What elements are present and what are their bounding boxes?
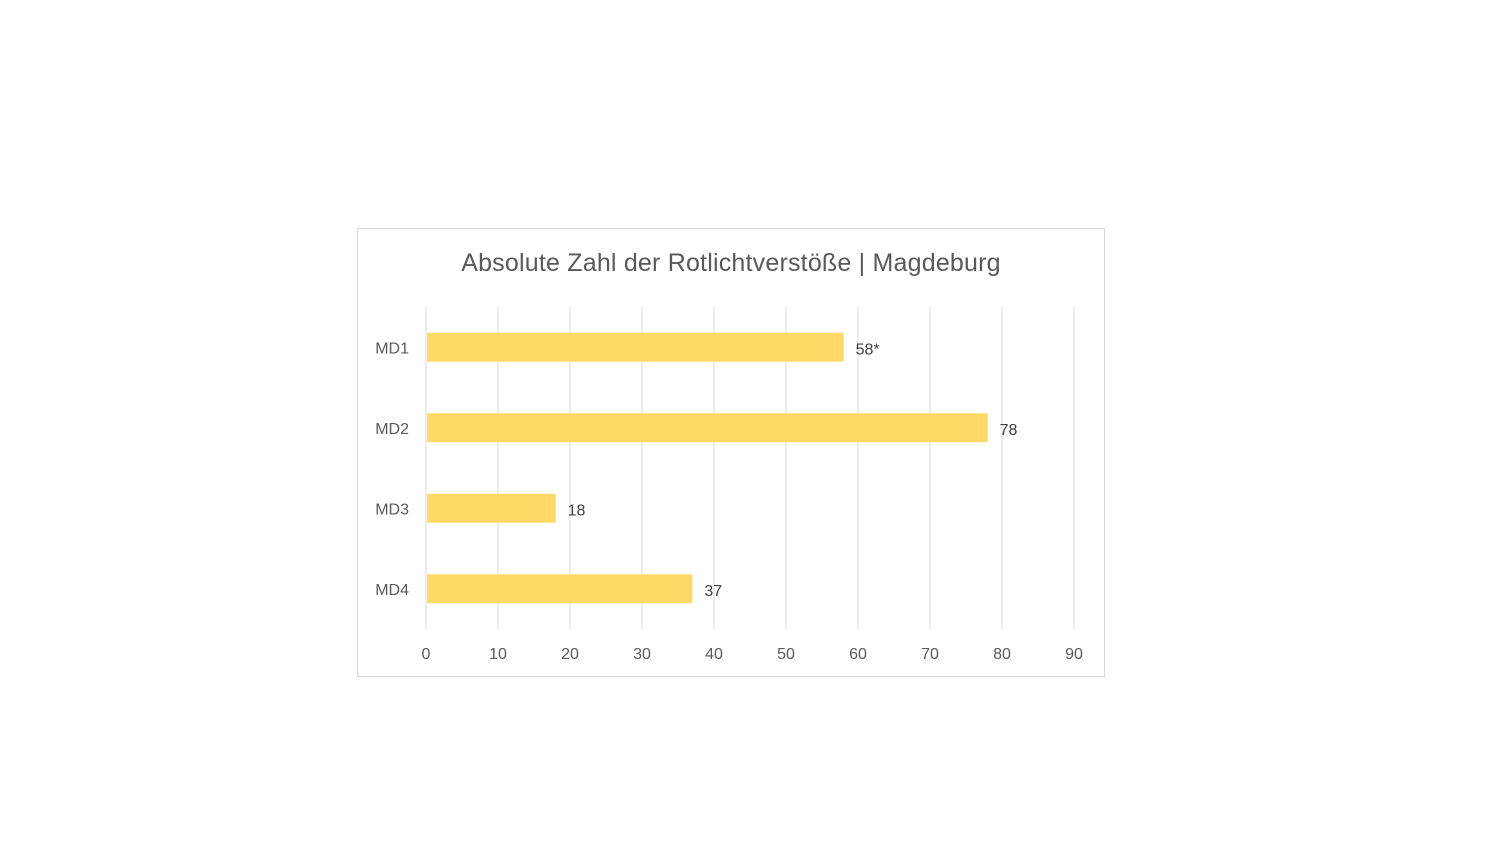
data-label: 78 [1000, 422, 1018, 439]
bar [427, 332, 844, 362]
x-tick-label: 10 [489, 646, 507, 663]
chart-title: Absolute Zahl der Rotlichtverstöße | Mag… [461, 249, 1001, 277]
x-tick-label: 90 [1065, 646, 1083, 663]
x-tick-label: 20 [561, 646, 579, 663]
x-tick-label: 60 [849, 646, 867, 663]
category-label: MD3 [375, 501, 409, 518]
x-tick-label: 70 [921, 646, 939, 663]
category-label: MD4 [375, 582, 409, 599]
category-label: MD2 [375, 421, 409, 438]
data-label: 58* [856, 341, 880, 358]
x-tick-label: 80 [993, 646, 1011, 663]
x-tick-label: 30 [633, 646, 651, 663]
x-tick-label: 0 [422, 646, 431, 663]
data-label: 18 [568, 502, 586, 519]
labels: 0 10 20 30 40 50 60 70 80 90 MD1 58* MD2 78 MD3 18 MD4 37 [375, 340, 1083, 663]
bar [427, 574, 693, 604]
bars [427, 332, 988, 604]
data-label: 37 [704, 583, 722, 600]
bar-chart: 0 10 20 30 40 50 60 70 80 90 MD1 58* MD2 78 MD3 18 MD4 37 [375, 307, 1083, 663]
bar [427, 493, 556, 523]
x-tick-label: 40 [705, 646, 723, 663]
chart-frame: Absolute Zahl der Rotlichtverstöße | Mag… [357, 228, 1105, 677]
category-label: MD1 [375, 340, 409, 357]
bar [427, 413, 988, 443]
x-tick-label: 50 [777, 646, 795, 663]
